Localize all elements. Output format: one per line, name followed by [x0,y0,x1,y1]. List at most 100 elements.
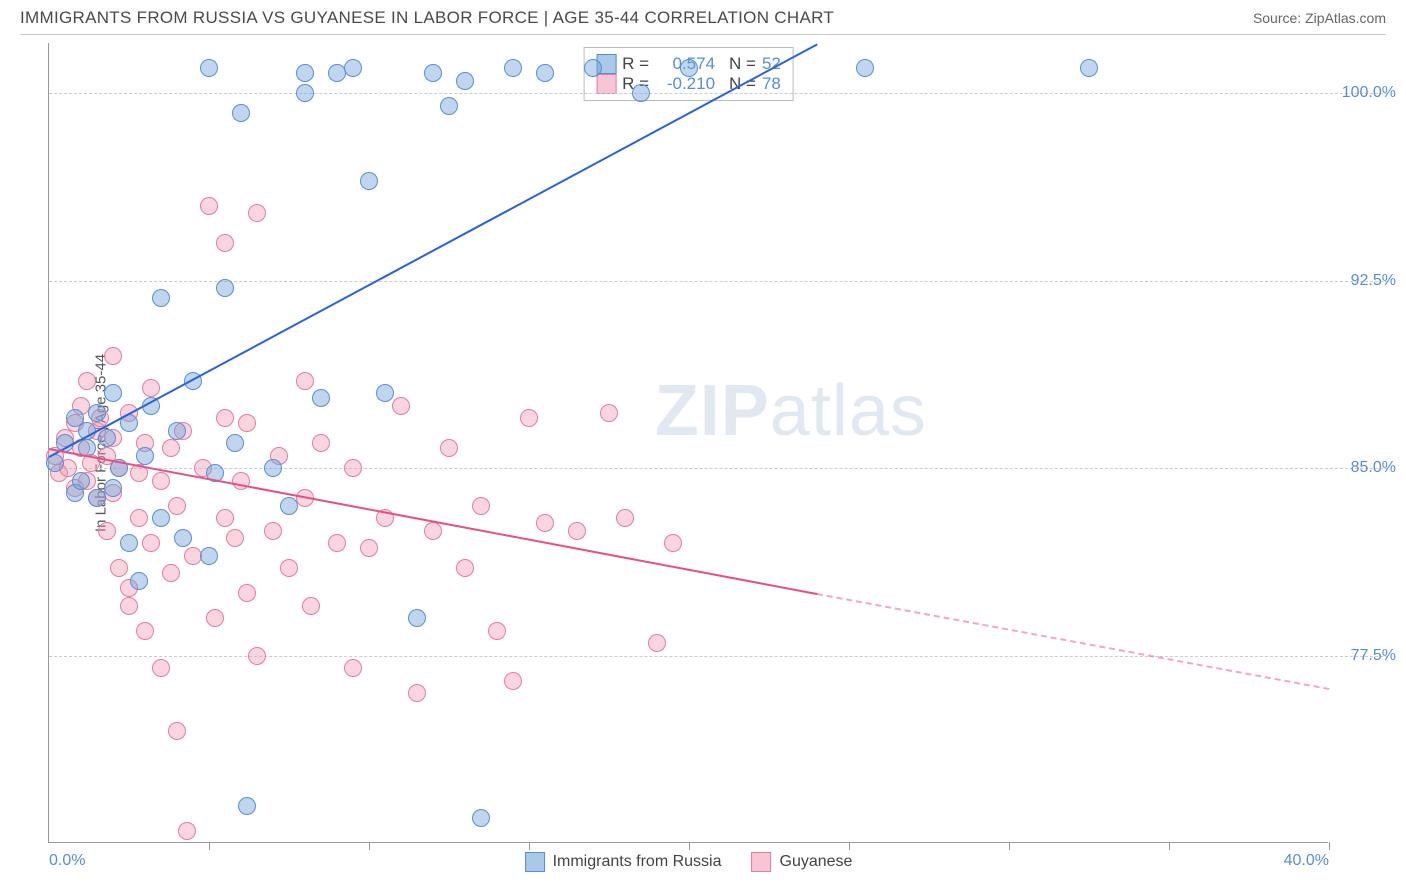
chart-header: IMMIGRANTS FROM RUSSIA VS GUYANESE IN LA… [0,0,1406,32]
data-point-pink [200,197,218,215]
data-point-pink [328,534,346,552]
xtick [849,842,850,850]
data-point-blue [680,59,698,77]
data-point-blue [88,489,106,507]
header-divider [20,34,1386,35]
data-point-pink [248,647,266,665]
legend-label-pink: Guyanese [779,853,852,871]
scatter-plot: ZIPatlas R = 0.574 N = 52 R = -0.210 N =… [48,43,1328,843]
swatch-blue-bottom [525,852,545,872]
data-point-blue [424,64,442,82]
gridline-h [49,468,1388,469]
data-point-blue [264,459,282,477]
data-point-blue [98,429,116,447]
data-point-blue [152,289,170,307]
trend-line-blue [49,43,818,457]
data-point-pink [648,634,666,652]
data-point-blue [376,384,394,402]
data-point-pink [296,372,314,390]
swatch-pink-bottom [751,852,771,872]
data-point-pink [472,497,490,515]
data-point-pink [568,522,586,540]
source-label: Source: [1253,10,1301,26]
data-point-pink [536,514,554,532]
data-point-pink [178,822,196,840]
data-point-blue [104,384,122,402]
data-point-blue [200,59,218,77]
data-point-pink [206,609,224,627]
data-point-pink [130,509,148,527]
xtick [209,842,210,850]
data-point-blue [104,479,122,497]
xtick [689,842,690,850]
data-point-pink [238,414,256,432]
gridline-h [49,93,1388,94]
data-point-blue [1080,59,1098,77]
data-point-pink [216,509,234,527]
chart-source: Source: ZipAtlas.com [1253,10,1386,26]
data-point-blue [360,172,378,190]
legend-label-blue: Immigrants from Russia [553,853,722,871]
data-point-blue [296,84,314,102]
data-point-blue [174,529,192,547]
data-point-pink [248,204,266,222]
data-point-pink [78,372,96,390]
data-point-pink [302,597,320,615]
data-point-blue [632,84,650,102]
watermark-atlas: atlas [770,371,927,451]
n-value-pink: 78 [762,74,781,94]
data-point-pink [664,534,682,552]
data-point-pink [110,559,128,577]
data-point-blue [152,509,170,527]
data-point-blue [504,59,522,77]
data-point-pink [456,559,474,577]
data-point-blue [296,64,314,82]
data-point-blue [312,389,330,407]
data-point-blue [232,104,250,122]
ytick-label: 85.0% [1351,459,1396,477]
data-point-pink [488,622,506,640]
data-point-pink [344,459,362,477]
data-point-pink [152,472,170,490]
legend-series: Immigrants from Russia Guyanese [525,852,853,872]
xtick [1009,842,1010,850]
xtick [1169,842,1170,850]
data-point-pink [408,684,426,702]
data-point-pink [136,622,154,640]
ytick-label: 92.5% [1351,272,1396,290]
data-point-blue [280,497,298,515]
data-point-pink [168,497,186,515]
data-point-pink [312,434,330,452]
source-name: ZipAtlas.com [1305,10,1386,26]
data-point-blue [856,59,874,77]
data-point-pink [520,409,538,427]
data-point-pink [142,534,160,552]
data-point-blue [226,434,244,452]
data-point-pink [600,404,618,422]
xtick [529,842,530,850]
data-point-blue [200,547,218,565]
gridline-h [49,281,1388,282]
watermark-zip: ZIP [655,371,770,451]
data-point-pink [98,522,116,540]
data-point-pink [226,529,244,547]
data-point-blue [536,64,554,82]
data-point-blue [440,97,458,115]
data-point-blue [584,59,602,77]
data-point-pink [162,564,180,582]
ytick-label: 100.0% [1342,84,1396,102]
xtick-label-min: 0.0% [49,852,85,870]
data-point-pink [152,659,170,677]
trend-line-pink-dashed [817,593,1329,690]
xtick-label-max: 40.0% [1284,852,1329,870]
data-point-blue [238,797,256,815]
data-point-pink [440,439,458,457]
data-point-blue [88,404,106,422]
data-point-pink [424,522,442,540]
data-point-blue [136,447,154,465]
data-point-pink [142,379,160,397]
data-point-pink [216,234,234,252]
data-point-blue [472,809,490,827]
legend-item-blue: Immigrants from Russia [525,852,722,872]
data-point-blue [120,534,138,552]
